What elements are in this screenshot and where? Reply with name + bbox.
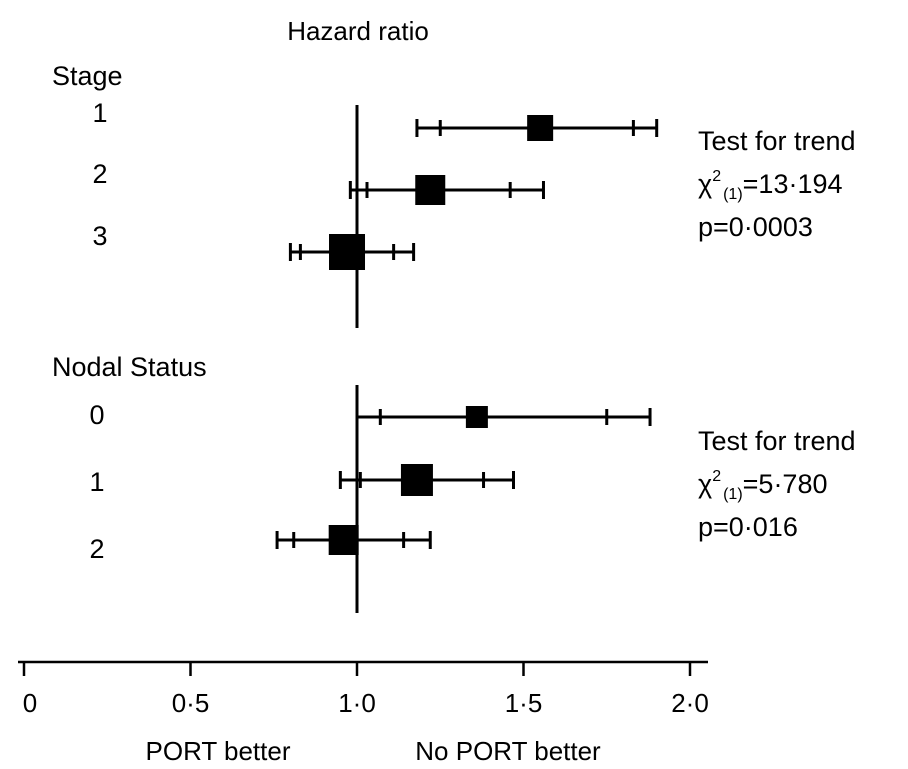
hr-point-g0-row-0 — [527, 115, 554, 141]
trend-test-stage-heading: Test for trend — [698, 126, 856, 156]
hr-point-g0-row-1 — [415, 175, 446, 205]
x-tick-label-0: 0 — [23, 688, 37, 718]
group-stage: Stage 1 2 3 — [52, 61, 123, 251]
trend-test-nodal-heading: Test for trend — [698, 426, 856, 456]
row-label-stage-3: 3 — [92, 221, 107, 251]
trend-stage-sub: (1) — [723, 186, 743, 203]
trend-test-stage-p: p=0·0003 — [698, 212, 813, 242]
hr-point-g1-row-2 — [328, 525, 359, 555]
x-tick-label-4: 2·0 — [671, 688, 709, 718]
row-label-nodal-0: 0 — [89, 400, 104, 430]
trend-nodal-sup: 2 — [712, 468, 721, 485]
x-axis: 0 0·5 1·0 1·5 2·0 — [18, 660, 709, 718]
group-label-stage: Stage — [52, 61, 123, 91]
hr-point-g1-row-0 — [465, 406, 488, 428]
x-tick-label-2: 1·0 — [338, 688, 376, 718]
hr-point-g0-row-2 — [329, 234, 366, 270]
trend-test-stage-statistic: χ2(1)=13·194 — [698, 168, 843, 203]
trend-stage-chi: χ — [698, 169, 712, 199]
trend-stage-value: =13·194 — [743, 169, 843, 199]
row-label-stage-1: 1 — [92, 98, 107, 128]
group-nodal-status: Nodal Status 0 1 2 — [52, 352, 207, 564]
chart-title: Hazard ratio — [287, 16, 429, 46]
trend-test-nodal-statistic: χ2(1)=5·780 — [698, 468, 827, 503]
hr-point-g1-row-1 — [400, 464, 433, 496]
row-label-nodal-2: 2 — [89, 534, 104, 564]
group-label-nodal-status: Nodal Status — [52, 352, 207, 382]
trend-test-nodal-p: p=0·016 — [698, 512, 798, 542]
trend-nodal-value: =5·780 — [743, 469, 828, 499]
trend-nodal-sub: (1) — [723, 486, 743, 503]
x-tick-label-3: 1·5 — [505, 688, 543, 718]
trend-test-stage: Test for trend χ2(1)=13·194 p=0·0003 — [698, 126, 856, 242]
x-tick-label-1: 0·5 — [172, 688, 210, 718]
forest-marks — [275, 105, 659, 613]
trend-test-nodal: Test for trend χ2(1)=5·780 p=0·016 — [698, 426, 856, 542]
row-label-nodal-1: 1 — [89, 467, 104, 497]
trend-stage-sup: 2 — [712, 168, 721, 185]
row-label-stage-2: 2 — [92, 159, 107, 189]
x-annotation-port-better: PORT better — [146, 736, 291, 766]
x-annotation-no-port-better: No PORT better — [415, 736, 601, 766]
trend-nodal-chi: χ — [698, 469, 712, 499]
